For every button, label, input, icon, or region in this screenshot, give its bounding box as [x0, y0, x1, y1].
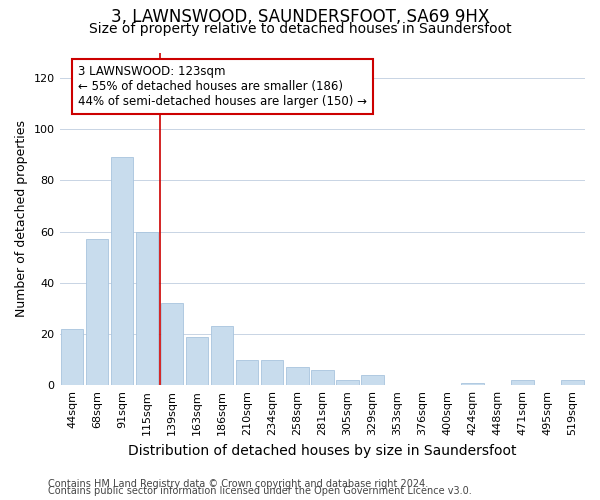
Bar [186, 336, 208, 385]
Bar [86, 240, 109, 385]
Y-axis label: Number of detached properties: Number of detached properties [15, 120, 28, 318]
Bar [461, 382, 484, 385]
Text: 3, LAWNSWOOD, SAUNDERSFOOT, SA69 9HX: 3, LAWNSWOOD, SAUNDERSFOOT, SA69 9HX [111, 8, 489, 26]
Text: Contains HM Land Registry data © Crown copyright and database right 2024.: Contains HM Land Registry data © Crown c… [48, 479, 428, 489]
Bar [311, 370, 334, 385]
Text: 3 LAWNSWOOD: 123sqm
← 55% of detached houses are smaller (186)
44% of semi-detac: 3 LAWNSWOOD: 123sqm ← 55% of detached ho… [79, 66, 367, 108]
Text: Contains public sector information licensed under the Open Government Licence v3: Contains public sector information licen… [48, 486, 472, 496]
Text: Size of property relative to detached houses in Saundersfoot: Size of property relative to detached ho… [89, 22, 511, 36]
Bar [161, 304, 184, 385]
Bar [61, 329, 83, 385]
Bar [561, 380, 584, 385]
X-axis label: Distribution of detached houses by size in Saundersfoot: Distribution of detached houses by size … [128, 444, 517, 458]
Bar [261, 360, 283, 385]
Bar [236, 360, 259, 385]
Bar [511, 380, 534, 385]
Bar [336, 380, 359, 385]
Bar [286, 368, 308, 385]
Bar [361, 375, 383, 385]
Bar [136, 232, 158, 385]
Bar [111, 158, 133, 385]
Bar [211, 326, 233, 385]
